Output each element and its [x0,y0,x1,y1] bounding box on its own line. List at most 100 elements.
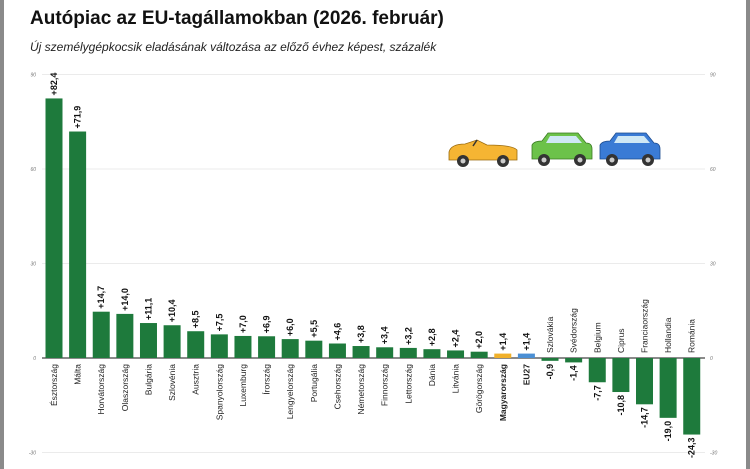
data-label: +1,4 [498,333,508,351]
category-label: Olaszország [120,364,130,412]
bar [612,358,630,393]
data-label: +2,4 [451,330,461,348]
category-label: EU27 [521,364,531,386]
data-label: +6,0 [285,318,295,336]
green-car-icon [531,132,593,166]
bar [423,349,441,358]
bar [683,358,701,435]
bar [636,358,653,405]
category-label: Lettország [403,364,413,404]
category-label: Luxemburg [238,364,248,407]
y-tick-label-left: 90 [30,73,36,79]
bar [447,350,465,358]
convertible-car-icon [448,139,518,167]
y-tick-label-left: -30 [29,451,36,457]
category-label: Dánia [427,364,437,386]
category-label: Lengyelország [285,364,295,420]
bar [399,347,417,358]
bar [352,346,370,358]
frame-left [0,0,4,469]
y-tick-label-right: 0 [710,356,713,362]
data-label: +11,1 [143,298,153,320]
data-label: +3,8 [356,325,366,343]
category-label: Ciprus [616,328,626,353]
data-label: +3,2 [403,327,413,345]
data-label: +10,4 [167,299,177,322]
bar [69,131,87,358]
category-label: Írország [262,364,272,395]
category-label: Hollandia [663,317,673,353]
bar [92,311,110,358]
data-label: +2,0 [474,331,484,349]
bar [376,347,394,358]
category-label: Görögország [474,364,484,413]
data-label: +2,8 [427,328,437,346]
category-label: Finnország [380,364,390,406]
bar [234,335,252,358]
data-label: -19,0 [663,421,673,442]
blue-car-icon [599,132,661,166]
bar [210,334,228,358]
bar [305,340,323,358]
category-label: Svédország [569,308,579,353]
data-label: -1,4 [569,365,579,381]
data-label: +7,5 [214,314,224,332]
y-tick-label-right: 90 [710,73,716,79]
data-label: +4,6 [332,323,342,341]
y-tick-label-left: 0 [33,356,36,362]
bar [517,353,535,358]
category-label: Románia [687,319,697,353]
data-label: +82,4 [49,73,59,96]
data-label: +3,4 [380,327,390,345]
category-label: Franciaország [640,299,650,353]
y-tick-label-right: 60 [710,167,716,173]
data-label: +8,5 [191,310,201,328]
data-label: +1,4 [521,333,531,351]
bar [116,313,134,358]
bar [139,323,157,358]
chart-title: Autópiac az EU-tagállamokban (2026. febr… [30,8,444,29]
bar [187,331,205,358]
data-label: +7,0 [238,315,248,333]
category-label: Horvátország [96,364,106,415]
category-label: Málta [73,364,83,385]
data-label: +5,5 [309,320,319,338]
category-label: Ausztria [191,364,201,395]
category-label: Spanyolország [214,364,224,421]
bar [163,325,181,358]
bar [588,358,606,383]
category-label: Szlovákia [545,316,555,353]
bar [565,358,583,363]
cars-illustration [448,132,661,167]
bar [541,358,559,361]
y-tick-label-right: -30 [710,451,717,457]
data-label: +71,9 [73,106,83,129]
bar [470,351,488,358]
data-label: -24,3 [687,438,697,459]
category-label: Szlovénia [167,364,177,401]
category-label: Bulgária [143,364,153,395]
bar [45,98,63,358]
bar [659,358,677,418]
category-label: Észtország [49,364,59,406]
y-tick-label-right: 30 [710,262,716,268]
data-label: +6,9 [262,315,272,333]
category-label: Litvánia [451,364,461,394]
frame-right [746,0,750,469]
bar [258,336,276,358]
category-label: Csehország [332,364,342,410]
bar [281,339,299,358]
category-label: Németország [356,364,366,415]
data-label: +14,0 [120,288,130,311]
bar [328,343,346,358]
data-label: -7,7 [592,385,602,401]
y-tick-label-left: 30 [30,262,36,268]
chart-subtitle: Új személygépkocsik eladásának változása… [30,40,437,54]
category-label: Portugália [309,364,319,403]
data-label: -0,9 [545,364,555,380]
data-label: -10,8 [616,395,626,416]
y-tick-label-left: 60 [30,167,36,173]
bar [494,353,512,358]
category-label: Magyarország [498,364,508,421]
